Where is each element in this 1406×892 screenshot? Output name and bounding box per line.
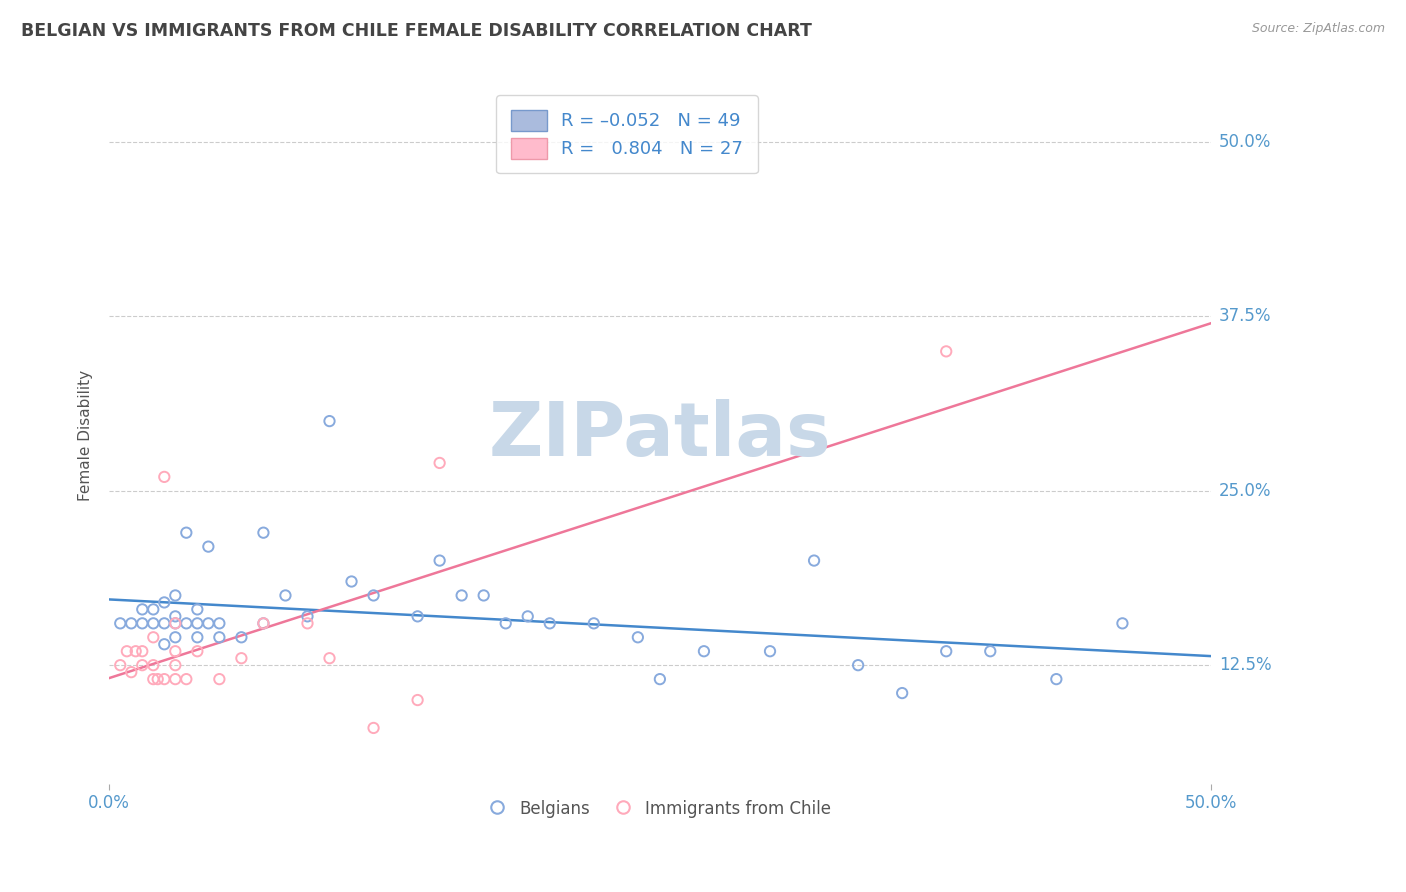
Point [429,456,451,470]
Point [450,589,472,603]
Point [252,616,274,631]
Point [110,658,132,673]
Point [1045,672,1067,686]
Legend: Belgians, Immigrants from Chile: Belgians, Immigrants from Chile [482,793,838,824]
Point [186,616,208,631]
Point [153,616,176,631]
Point [935,344,957,359]
Point [176,525,198,540]
Point [803,553,825,567]
Point [363,589,385,603]
Point [142,658,165,673]
Text: BELGIAN VS IMMIGRANTS FROM CHILE FEMALE DISABILITY CORRELATION CHART: BELGIAN VS IMMIGRANTS FROM CHILE FEMALE … [21,22,813,40]
Point [186,630,208,644]
Point [120,665,142,680]
Point [131,616,153,631]
Text: 12.5%: 12.5% [1219,657,1271,674]
Point [406,609,429,624]
Point [197,540,219,554]
Point [495,616,517,631]
Point [165,616,187,631]
Point [131,602,153,616]
Point [935,644,957,658]
Point [165,658,187,673]
Point [153,672,176,686]
Point [124,644,146,658]
Point [165,589,187,603]
Point [582,616,605,631]
Point [142,602,165,616]
Point [406,693,429,707]
Point [153,470,176,484]
Point [208,616,231,631]
Point [165,630,187,644]
Point [208,630,231,644]
Point [340,574,363,589]
Point [648,672,671,686]
Text: 50.0%: 50.0% [1219,133,1271,151]
Point [274,589,297,603]
Point [165,616,187,631]
Point [142,616,165,631]
Point [120,616,142,631]
Point [186,602,208,616]
Point [153,595,176,609]
Text: Source: ZipAtlas.com: Source: ZipAtlas.com [1251,22,1385,36]
Point [693,644,716,658]
Point [165,644,187,658]
Point [846,658,869,673]
Point [110,616,132,631]
Point [429,553,451,567]
Y-axis label: Female Disability: Female Disability [79,369,93,500]
Point [252,525,274,540]
Point [252,616,274,631]
Point [115,644,138,658]
Point [297,616,319,631]
Point [208,672,231,686]
Point [165,672,187,686]
Text: 25.0%: 25.0% [1219,482,1271,500]
Point [759,644,782,658]
Point [176,672,198,686]
Point [131,644,153,658]
Point [472,589,495,603]
Point [146,672,169,686]
Text: ZIPatlas: ZIPatlas [488,399,831,472]
Point [176,616,198,631]
Point [165,609,187,624]
Point [231,630,253,644]
Point [153,637,176,651]
Point [142,630,165,644]
Point [142,672,165,686]
Point [979,644,1001,658]
Point [363,721,385,735]
Point [538,616,561,631]
Point [186,644,208,658]
Point [131,658,153,673]
Point [891,686,914,700]
Point [318,651,340,665]
Point [1111,616,1133,631]
Text: 37.5%: 37.5% [1219,308,1271,326]
Point [297,609,319,624]
Point [318,414,340,428]
Point [197,616,219,631]
Point [627,630,650,644]
Point [231,651,253,665]
Point [516,609,538,624]
